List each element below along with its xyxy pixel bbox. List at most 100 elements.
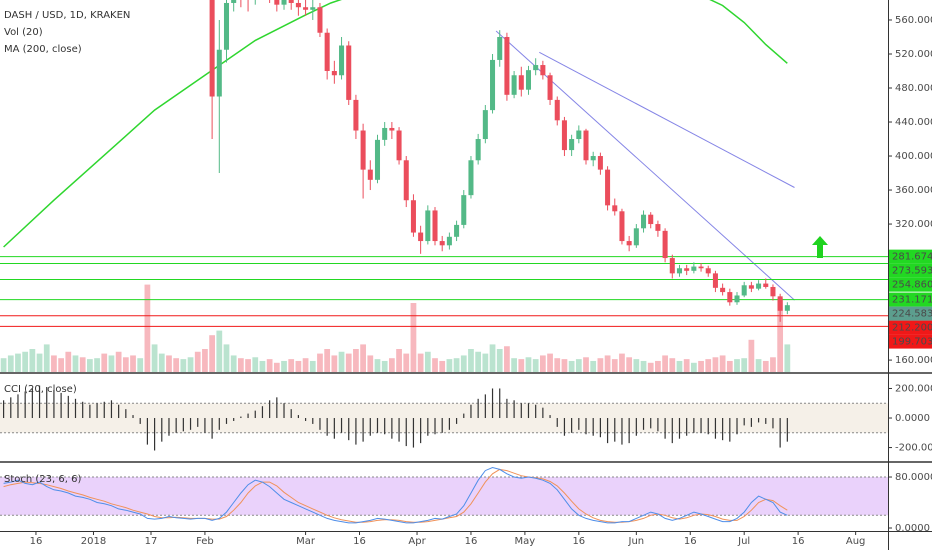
volume-bar [626,357,633,372]
volume-bar [719,355,726,372]
volume-bar [266,359,273,372]
candle-body [410,200,416,233]
x-tick-label: 2018 [81,536,106,547]
candle-body [382,127,388,140]
volume-bar [209,335,215,372]
candle-body [518,75,524,90]
candle-body [684,268,690,271]
volume-bar [324,349,331,372]
candle-body [432,210,438,242]
volume-bar [281,360,287,372]
candle-body [756,283,762,289]
candle-body [216,49,222,97]
volume-bar [166,355,172,372]
x-tick-label: 16 [465,536,478,547]
candle-body [346,45,352,100]
candle-body [281,0,287,5]
candle-body [231,0,237,3]
candle-body [475,139,481,161]
cci-pane [0,385,888,451]
candle-body [482,110,488,140]
volume-bar [51,355,57,372]
volume-bar [561,359,568,372]
volume-bar [539,355,546,372]
volume-bar [252,357,259,372]
volume-bar [604,355,611,372]
y-tick-label: -200.0000 [895,443,932,454]
volume-bar [518,359,525,372]
volume-bar [712,357,719,372]
volume-bar [655,360,661,372]
volume-bar [726,360,733,372]
volume-bar [417,353,424,372]
candle-body [461,195,467,225]
volume-bar [755,359,762,372]
price-pane [0,0,888,372]
candle-body [497,36,503,60]
volume-bar [15,353,21,372]
volume-bar [424,351,431,372]
candle-body [439,241,445,246]
y-tick-label: 400.000 [895,151,932,162]
volume-bar [396,349,402,372]
candle-body [303,7,309,10]
candle-body [396,130,402,161]
candle-body [310,7,316,10]
price-label-box [889,306,932,321]
y-tick-label: 360.000 [895,185,932,196]
x-tick-label: Jul [737,536,750,547]
candle-body [720,287,726,293]
candle-body [525,70,532,90]
volume-bar [453,358,460,372]
volume-bar [43,344,50,372]
trendline [539,51,795,188]
candle-body [324,32,330,71]
candle-body [425,210,431,242]
volume-bar [741,358,748,372]
candle-body [209,0,215,97]
volume-bar [468,349,474,372]
candle-body [576,130,582,140]
candle-body [274,0,280,5]
volume-bar [101,353,108,372]
price-label-box [889,292,932,307]
y-tick-label: 440.000 [895,117,932,128]
volume-bar [410,303,417,372]
trendline [495,30,795,301]
volume-bar [748,339,755,372]
volume-bar [568,360,575,372]
candle-body [511,75,517,95]
y-tick-label: 480.000 [895,83,932,94]
volume-bar [403,353,410,372]
stoch-legend: Stoch (23, 6, 6) [4,474,81,485]
x-tick-label: Mar [296,536,316,547]
candle-body [605,169,611,206]
volume-bar [309,360,316,372]
candle-body [353,99,359,131]
volume-bar [662,355,668,372]
volume-bar [122,357,129,372]
y-tick-label: 80.0000 [895,472,932,483]
volume-bar [345,353,352,372]
candle-body [288,0,294,3]
candle-body [223,2,230,50]
volume-legend: Vol (20) [4,27,43,38]
candle-body [748,285,754,289]
candle-body [454,224,460,237]
price-label: 273.593 [892,266,932,277]
axes: 16 2018 17 Feb Mar 16 Apr 16 May 16 Jun 16 Jul 16 Aug 5… [30,15,932,547]
candle-body [705,268,711,274]
volume-bar [202,349,208,372]
candle-body [504,36,510,95]
candle-body [389,127,395,131]
volume-bar [647,362,654,372]
candle-body [698,266,704,269]
price-label-box [889,277,932,292]
y-tick-label: 320.000 [895,219,932,230]
volume-bar [489,344,496,372]
volume-bar [338,351,345,372]
price-label: 212.200 [892,323,932,334]
volume-bar [79,357,86,372]
volume-bar [295,360,302,372]
